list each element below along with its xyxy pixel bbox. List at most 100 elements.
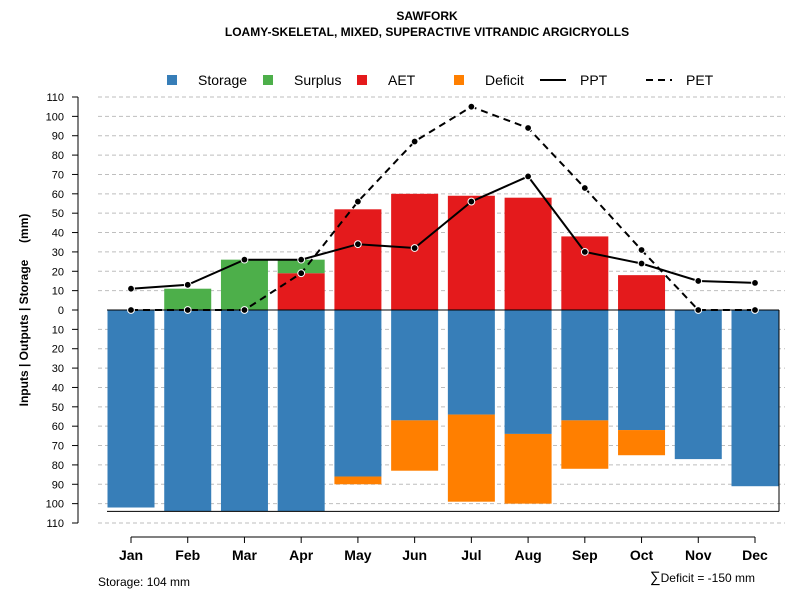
storage-note: Storage: 104 mm [98,575,190,589]
legend-label-deficit: Deficit [485,72,524,88]
pet-point [127,306,135,314]
legend-swatch-deficit [454,75,464,85]
storage-bar [447,310,495,415]
y-axis-label: Inputs | Outputs | Storage (mm) [17,214,31,407]
legend-swatch-aet [357,75,367,85]
deficit-bar [504,433,552,504]
legend-label-surplus: Surplus [294,72,341,88]
pet-point [637,246,646,254]
y-tick-label: 30 [52,247,64,259]
x-tick-label: Sep [572,547,598,563]
pet-point [297,269,306,278]
bars [107,193,780,512]
x-tick-label: Feb [175,547,200,563]
y-tick-label: 60 [52,421,64,433]
x-tick-label: May [344,547,371,563]
surplus-bar [164,288,212,310]
storage-bar [391,310,439,421]
legend: Storage Surplus AET Deficit PPT PET [167,72,714,88]
legend-label-storage: Storage [198,72,247,88]
y-tick-label: 40 [52,382,64,394]
y-tick-label: 100 [46,499,64,511]
y-tick-label: 40 [52,228,64,240]
pet-point [240,306,249,314]
pet-point [467,102,476,111]
y-tick-label: 60 [52,189,64,201]
surplus-bar [220,259,268,310]
storage-bar [107,310,155,508]
storage-bar [618,310,666,431]
ppt-point [467,197,476,206]
pet-point [183,306,192,314]
legend-swatch-storage [167,75,177,85]
legend-swatch-surplus [263,75,273,85]
y-tick-label: 110 [46,92,64,104]
aet-bar [504,197,552,310]
y-tick-label: 30 [52,363,64,375]
pet-point [524,124,532,132]
aet-bar [618,275,666,310]
storage-bar [164,310,212,512]
y-tick-label: 100 [46,111,64,123]
storage-bar [334,310,382,477]
storage-bar [674,310,722,460]
x-tick-label: Dec [742,547,768,563]
deficit-bar [334,476,382,485]
aet-bar [277,273,325,310]
legend-label-pet: PET [686,72,714,88]
chart-subtitle: LOAMY-SKELETAL, MIXED, SUPERACTIVE VITRA… [225,25,629,39]
ppt-point [297,255,306,264]
series-lines [127,102,759,314]
y-tick-label: 10 [52,286,64,298]
legend-label-ppt: PPT [580,72,608,88]
storage-bar [504,310,552,434]
x-tick-label: Jan [119,547,143,563]
pet-line [131,105,755,311]
deficit-note: ∑Deficit = -150 mm [650,569,755,586]
ppt-point [127,284,135,293]
x-tick-label: Aug [514,547,541,563]
ppt-point [580,248,589,256]
surplus-bar [277,259,325,274]
deficit-bar [391,420,439,471]
y-tick-label: 90 [52,131,64,143]
y-tick-label: 10 [52,324,64,336]
y-tick-label: 50 [52,208,64,220]
axes: 1101009080706050403020100102030405060708… [46,92,768,563]
storage-bar [561,310,609,421]
y-tick-label: 80 [52,460,64,472]
x-tick-label: Apr [289,547,314,563]
ppt-point [694,277,703,285]
x-tick-label: Nov [685,547,712,563]
storage-bar [220,310,268,512]
gridlines [98,96,785,524]
y-tick-label: 70 [52,441,64,453]
pet-point [580,184,589,192]
x-tick-label: Mar [232,547,257,563]
ppt-line [130,175,756,290]
ppt-point [183,280,192,289]
y-tick-label: 70 [52,169,64,181]
deficit-bar [618,430,666,456]
deficit-bar [447,414,495,502]
storage-bar [277,310,325,512]
ppt-point [410,244,419,252]
legend-label-aet: AET [388,72,416,88]
pet-point [410,137,419,146]
chart-title: SAWFORK [396,9,458,23]
x-tick-label: Jul [461,547,481,563]
storage-bar [731,310,779,487]
pet-point [751,306,759,314]
sum-icon: ∑ [650,569,661,586]
x-tick-label: Oct [630,547,654,563]
y-tick-label: 0 [58,305,64,317]
y-tick-label: 90 [52,479,64,491]
aet-bar [447,195,495,310]
ppt-point [240,255,249,264]
x-tick-label: Jun [402,547,427,563]
pet-point [694,306,703,314]
y-tick-label: 20 [52,266,64,278]
ppt-point [751,278,759,287]
aet-bar [561,236,609,310]
y-tick-label: 80 [52,150,64,162]
